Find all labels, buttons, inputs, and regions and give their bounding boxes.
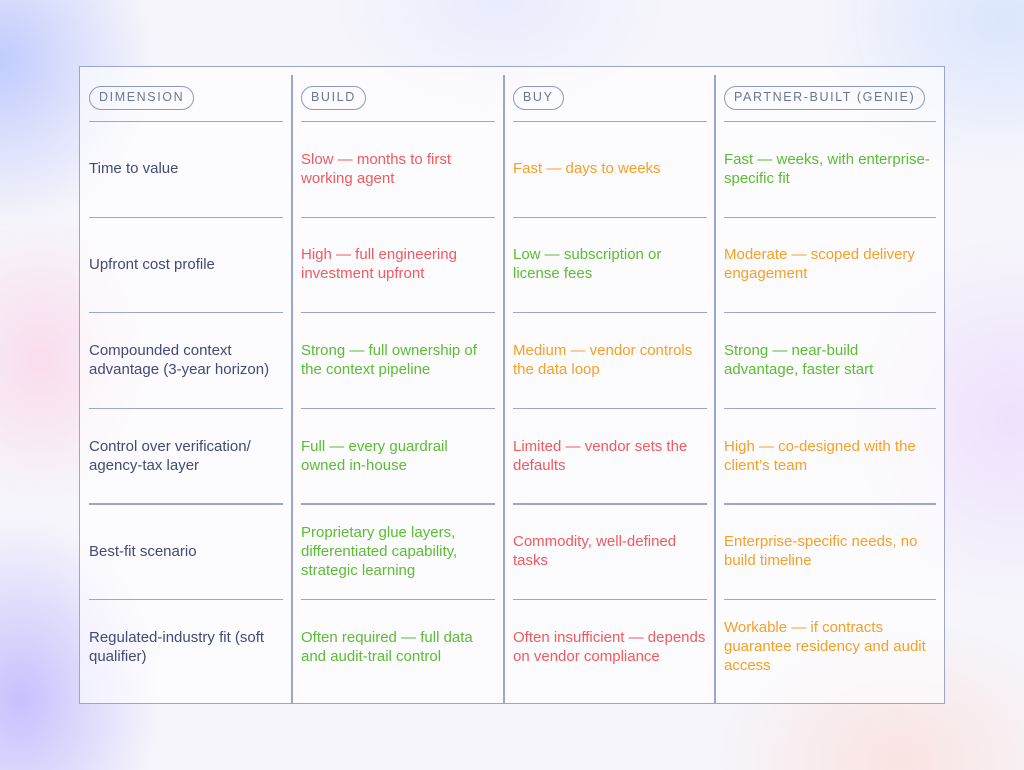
row-divider bbox=[89, 121, 283, 123]
build-cell: Slow — months to first working agent bbox=[301, 150, 452, 187]
row-divider bbox=[301, 312, 495, 314]
partner-cell: Workable — if contracts guarantee reside… bbox=[724, 619, 926, 675]
column-divider bbox=[291, 75, 293, 703]
buy-cell: Low — subscription or license fees bbox=[513, 246, 662, 283]
comparison-table: DIMENSION BUILD BUY PARTNER-BUILT (GENIE… bbox=[79, 66, 945, 704]
column-divider bbox=[714, 75, 716, 703]
dimension-label: Regulated-industry fit (soft qualifier) bbox=[89, 628, 265, 665]
row-divider bbox=[301, 503, 495, 505]
dimension-label: Time to value bbox=[89, 160, 179, 178]
row-divider bbox=[301, 121, 495, 123]
row-divider bbox=[513, 121, 707, 123]
row-divider bbox=[301, 407, 495, 410]
row-divider bbox=[724, 407, 936, 410]
column-divider bbox=[503, 75, 505, 703]
row-divider bbox=[89, 599, 283, 601]
buy-cell: Limited — vendor sets the defaults bbox=[513, 437, 688, 474]
build-cell: Strong — full ownership of the context p… bbox=[301, 341, 477, 378]
header-buy: BUY bbox=[513, 86, 564, 110]
buy-cell: Commodity, well-defined tasks bbox=[513, 533, 677, 570]
row-divider bbox=[724, 312, 936, 314]
row-divider bbox=[513, 216, 707, 218]
build-cell: Proprietary glue layers, differentiated … bbox=[301, 523, 458, 579]
partner-cell: High — co-designed with the client’s tea… bbox=[724, 437, 916, 474]
dimension-label: Best-fit scenario bbox=[89, 542, 197, 560]
partner-cell: Fast — weeks, with enterprise-specific f… bbox=[724, 150, 930, 187]
header-partner-built: PARTNER-BUILT (GENIE) bbox=[724, 86, 926, 110]
header-dimension: DIMENSION bbox=[89, 86, 195, 110]
row-divider bbox=[513, 599, 707, 601]
dimension-label: Control over verification/ agency-tax la… bbox=[89, 437, 251, 474]
partner-cell: Moderate — scoped delivery engagement bbox=[724, 246, 915, 283]
row-divider bbox=[724, 121, 936, 123]
row-divider bbox=[513, 503, 707, 505]
buy-cell: Fast — days to weeks bbox=[513, 160, 661, 178]
row-divider bbox=[724, 503, 936, 505]
build-cell: Full — every guardrail owned in-house bbox=[301, 437, 448, 474]
row-divider bbox=[89, 407, 283, 410]
build-cell: High — full engineering investment upfro… bbox=[301, 246, 457, 283]
row-divider bbox=[89, 503, 283, 505]
row-divider bbox=[724, 216, 936, 218]
buy-cell: Often insufficient — depends on vendor c… bbox=[513, 628, 706, 665]
build-cell: Often required — full data and audit-tra… bbox=[301, 628, 473, 665]
row-divider bbox=[513, 312, 707, 314]
row-divider bbox=[301, 216, 495, 218]
partner-cell: Strong — near-build advantage, faster st… bbox=[724, 341, 874, 378]
row-divider bbox=[301, 599, 495, 601]
dimension-label: Upfront cost profile bbox=[89, 255, 215, 273]
row-divider bbox=[89, 216, 283, 218]
buy-cell: Medium — vendor controls the data loop bbox=[513, 341, 693, 378]
header-build: BUILD bbox=[301, 86, 366, 110]
partner-cell: Enterprise-specific needs, no build time… bbox=[724, 533, 918, 570]
row-divider bbox=[89, 312, 283, 314]
dimension-label: Compounded context advantage (3-year hor… bbox=[89, 341, 270, 378]
row-divider bbox=[513, 407, 707, 410]
row-divider bbox=[724, 599, 936, 601]
